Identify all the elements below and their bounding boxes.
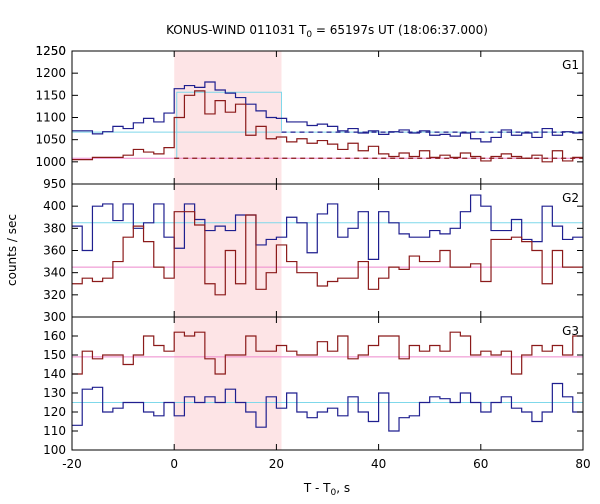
y-tick-label: 100	[43, 443, 66, 457]
x-tick-label: -20	[62, 457, 82, 471]
x-axis-label: T - T0, s	[303, 481, 350, 498]
series-line-1	[72, 81, 583, 143]
fit-box	[176, 91, 283, 160]
y-tick-label: 400	[43, 199, 66, 213]
x-tick-label: 0	[170, 457, 178, 471]
y-tick-label: 1100	[35, 111, 66, 125]
y-tick-label: 160	[43, 329, 66, 343]
y-tick-label: 1200	[35, 66, 66, 80]
panel-frame	[71, 50, 584, 185]
y-tick-label: 1000	[35, 155, 66, 169]
y-tick-label: 1050	[35, 133, 66, 147]
series-line-2	[72, 382, 583, 432]
y-tick-label: 1250	[35, 44, 66, 58]
x-tick-label: 80	[575, 457, 590, 471]
y-tick-label: 380	[43, 221, 66, 235]
y-tick-label: 950	[43, 177, 66, 191]
y-tick-label: 110	[43, 424, 66, 438]
y-tick-label: 340	[43, 266, 66, 280]
y-tick-label: 140	[43, 367, 66, 381]
series-line-2	[72, 211, 583, 296]
y-tick-label: 130	[43, 386, 66, 400]
y-tick-label: 1150	[35, 88, 66, 102]
series-line-1	[72, 194, 583, 260]
chart-title: KONUS-WIND 011031 T0 = 65197s UT (18:06:…	[166, 23, 488, 40]
y-tick-label: 150	[43, 348, 66, 362]
panel-label: G3	[562, 324, 579, 338]
panel-label: G2	[562, 191, 579, 205]
panel-label: G1	[562, 58, 579, 72]
panel-frame	[71, 316, 584, 451]
x-tick-label: 20	[269, 457, 284, 471]
y-tick-label: 360	[43, 244, 66, 258]
x-tick-label: 60	[473, 457, 488, 471]
y-axis-label: counts / sec	[5, 214, 19, 286]
y-tick-label: 1250	[35, 44, 66, 58]
series-line-2	[72, 90, 583, 163]
y-tick-label: 320	[43, 288, 66, 302]
panel-g3: 100 110 120 130 140 150 160 G3	[43, 316, 584, 457]
y-tick-label: 300	[43, 310, 66, 324]
plot-layer: 9501000105011001150120012501250G13003203…	[35, 44, 590, 471]
y-tick-label: 120	[43, 405, 66, 419]
x-tick-label: 40	[371, 457, 386, 471]
panel-g2: 300 320 340 360 380 400 G2	[43, 183, 584, 324]
series-line-1	[72, 331, 583, 375]
